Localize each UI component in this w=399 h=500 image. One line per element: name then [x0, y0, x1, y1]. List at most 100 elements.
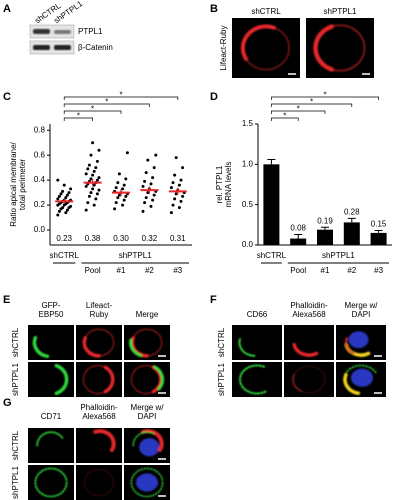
x-tick-label: Pool	[290, 266, 306, 275]
data-point	[89, 153, 93, 157]
data-point	[86, 167, 90, 171]
y-tick-label: 0.0	[242, 240, 254, 249]
arc	[32, 335, 50, 359]
data-point	[141, 184, 145, 188]
value-label: 0.15	[371, 220, 387, 229]
data-point	[173, 173, 177, 177]
y-tick-label: 0.8	[34, 125, 46, 134]
data-point	[89, 177, 93, 181]
data-point	[91, 173, 95, 177]
micrograph	[28, 428, 74, 463]
group-label: shPTPL1	[322, 251, 355, 260]
column-label: shCTRL	[251, 7, 281, 16]
bar	[343, 222, 360, 245]
significance-label: *	[105, 98, 108, 107]
y-tick-label: 1.5	[242, 119, 254, 128]
significance-label: *	[310, 98, 313, 107]
data-point	[144, 196, 148, 200]
panel-letter: G	[3, 397, 12, 409]
significance-label: *	[119, 91, 122, 100]
nucleus	[351, 368, 373, 387]
data-point	[179, 199, 183, 203]
data-point	[92, 203, 96, 207]
data-point	[97, 148, 101, 152]
data-point	[56, 213, 60, 217]
bar	[290, 238, 307, 245]
data-point	[65, 208, 69, 212]
arc	[344, 364, 377, 376]
micrograph-signal	[82, 328, 115, 358]
column-label: Phalloidin-	[290, 301, 328, 310]
column-label: CD71	[41, 412, 62, 421]
y-axis-label: rel. PTPL1	[215, 165, 224, 203]
significance-label: *	[77, 112, 80, 121]
y-tick-label: 0.0	[34, 225, 46, 234]
group-label: shPTPL1	[119, 251, 152, 260]
arc	[34, 467, 68, 498]
x-tick-label: #1	[321, 266, 330, 275]
data-point	[84, 172, 88, 176]
significance-bracket	[271, 117, 299, 121]
data-point	[151, 176, 155, 180]
row-label: shCTRL	[11, 327, 20, 357]
band-label: PTPL1	[78, 27, 103, 36]
value-label: 0.23	[56, 234, 72, 243]
column-label: DAPI	[138, 412, 157, 421]
band-label: β-Catenin	[78, 43, 113, 52]
arc	[313, 24, 334, 72]
x-tick-label: #1	[117, 266, 126, 275]
data-point	[121, 187, 125, 191]
data-point	[143, 201, 147, 205]
data-point	[87, 194, 91, 198]
data-point	[94, 166, 98, 170]
data-point	[144, 171, 148, 175]
blot-band	[54, 45, 71, 50]
micrograph-signal	[238, 336, 256, 357]
column-label: EBP50	[39, 310, 64, 319]
arc	[343, 372, 360, 396]
micrograph-signal	[93, 429, 116, 453]
data-point	[117, 193, 121, 197]
row-label: shPTPL1	[217, 362, 226, 395]
data-point	[86, 201, 90, 205]
arc	[54, 363, 69, 396]
data-point	[125, 151, 129, 155]
data-point	[114, 186, 118, 190]
arc	[93, 429, 116, 453]
significance-label: *	[283, 112, 286, 121]
column-label: CD66	[247, 310, 268, 319]
data-point	[151, 198, 155, 202]
data-point	[124, 177, 128, 181]
data-point	[174, 192, 178, 196]
y-tick-label: 0.2	[34, 200, 46, 209]
data-point	[87, 163, 91, 167]
data-point	[64, 196, 68, 200]
significance-bracket	[271, 110, 326, 114]
data-point	[57, 194, 61, 198]
arc	[141, 429, 164, 453]
data-point	[69, 187, 73, 191]
significance-bracket	[63, 117, 93, 121]
blot-strip	[29, 24, 75, 39]
micrograph-signal	[32, 335, 50, 359]
x-tick-label: #3	[374, 266, 383, 275]
nucleus	[348, 331, 369, 349]
data-point	[89, 191, 93, 195]
data-point	[154, 153, 158, 157]
column-label: Phalloidin-	[80, 403, 118, 412]
data-point	[146, 158, 150, 162]
value-label: 0.30	[113, 234, 129, 243]
arc	[153, 365, 165, 391]
data-point	[174, 156, 178, 160]
y-axis-label: mRNA levels	[224, 162, 233, 208]
data-point	[113, 207, 117, 211]
data-point	[179, 178, 183, 182]
value-label: 0.38	[85, 234, 101, 243]
arc	[240, 24, 276, 61]
data-point	[116, 181, 120, 185]
data-point	[61, 206, 65, 210]
significance-label: *	[91, 105, 94, 114]
micrograph-signal	[130, 467, 164, 498]
data-point	[122, 183, 126, 187]
micrograph-signal	[34, 467, 68, 498]
